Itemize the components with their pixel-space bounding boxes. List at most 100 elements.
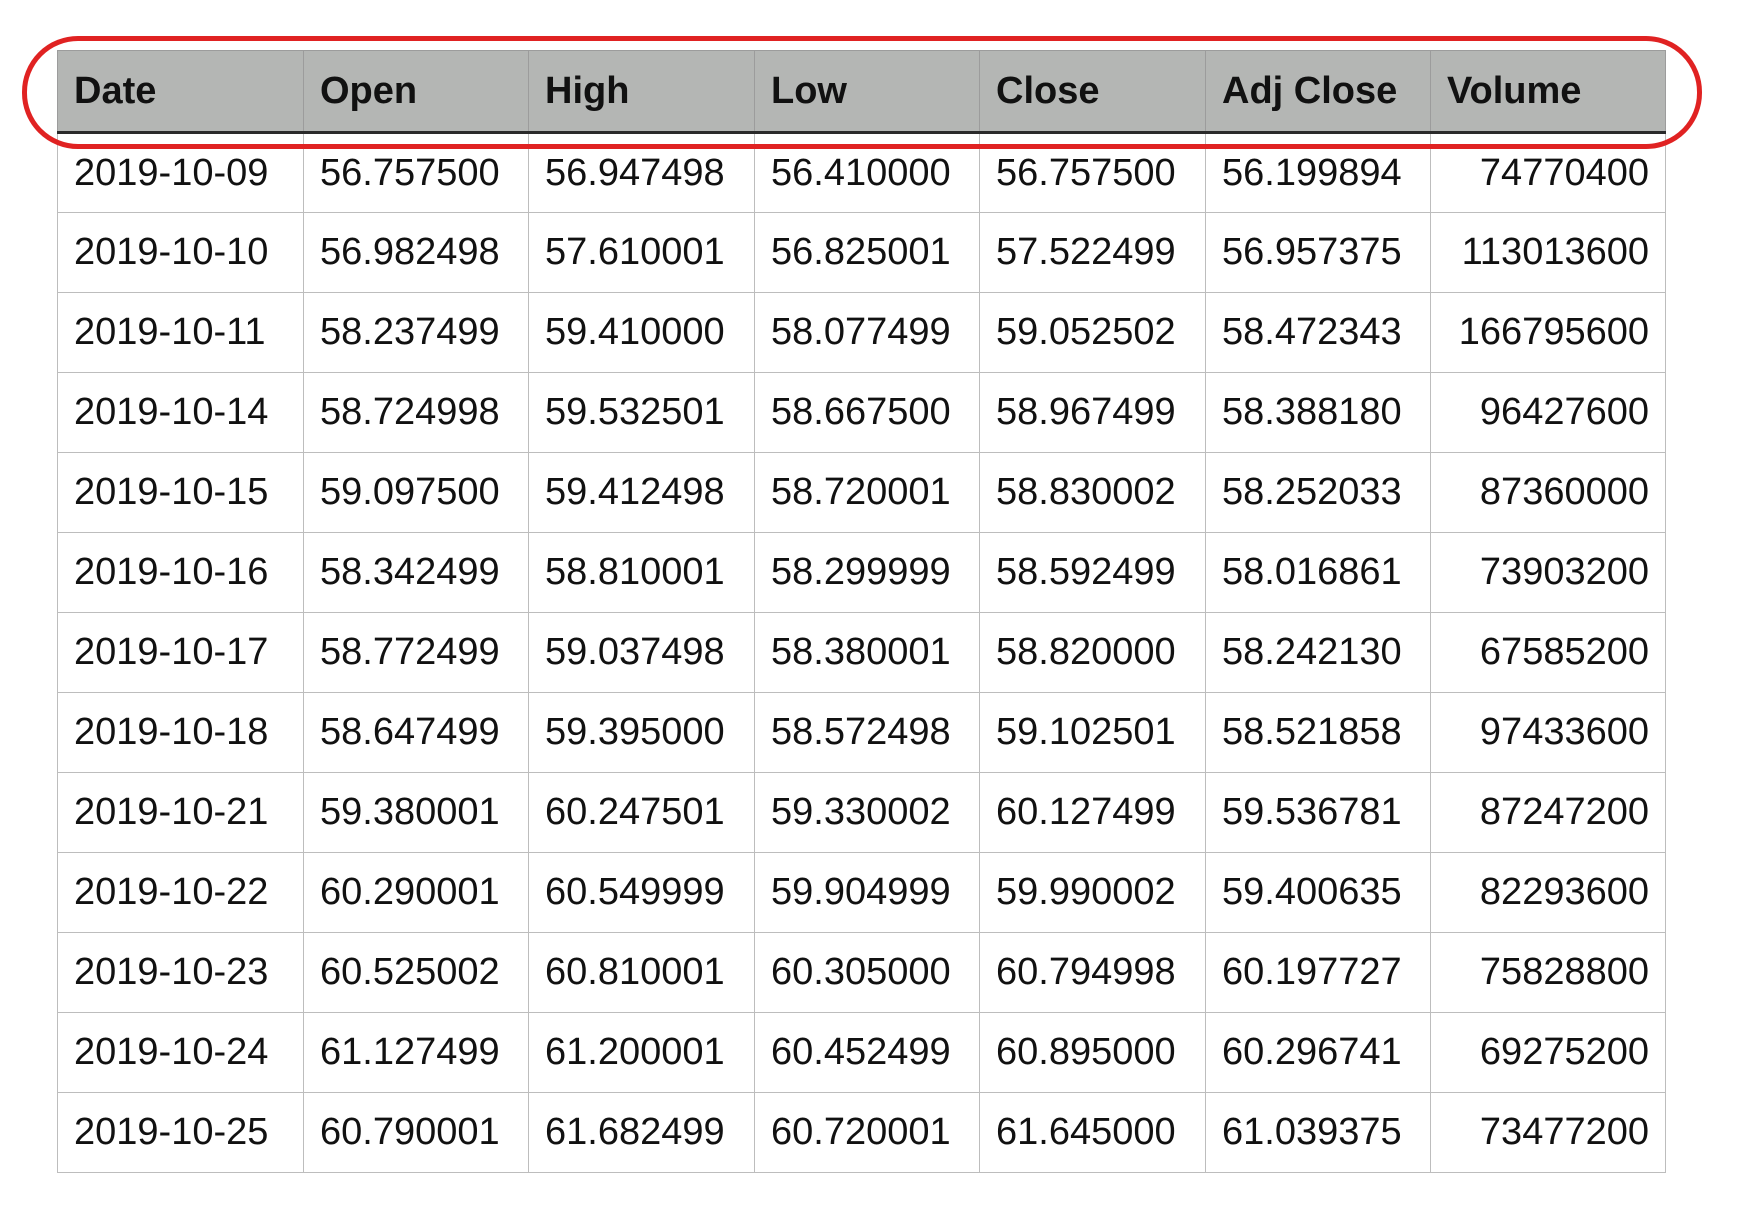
cell-high: 57.610001 <box>528 212 755 293</box>
cell-low: 56.825001 <box>754 212 980 293</box>
cell-volume: 73903200 <box>1430 532 1666 613</box>
table-row: 2019-10-17 58.772499 59.037498 58.380001 58.… <box>57 612 1666 693</box>
column-header-adj-close: Adj Close <box>1205 50 1431 134</box>
cell-close: 58.592499 <box>979 532 1206 613</box>
cell-adj-close: 59.400635 <box>1205 852 1431 933</box>
cell-high: 59.037498 <box>528 612 755 693</box>
cell-close: 58.830002 <box>979 452 1206 533</box>
table-row: 2019-10-25 60.790001 61.682499 60.720001 61.… <box>57 1092 1666 1173</box>
column-header-low: Low <box>754 50 980 134</box>
column-header-volume: Volume <box>1430 50 1666 134</box>
cell-date: 2019-10-17 <box>57 612 304 693</box>
cell-low: 58.077499 <box>754 292 980 373</box>
cell-low: 58.667500 <box>754 372 980 453</box>
cell-open: 60.790001 <box>303 1092 529 1173</box>
column-header-open: Open <box>303 50 529 134</box>
cell-volume: 96427600 <box>1430 372 1666 453</box>
cell-adj-close: 58.252033 <box>1205 452 1431 533</box>
cell-volume: 166795600 <box>1430 292 1666 373</box>
table-row: 2019-10-10 56.982498 57.610001 56.825001 57.… <box>57 212 1666 293</box>
cell-close: 61.645000 <box>979 1092 1206 1173</box>
cell-low: 58.299999 <box>754 532 980 613</box>
cell-adj-close: 56.957375 <box>1205 212 1431 293</box>
cell-date: 2019-10-21 <box>57 772 304 853</box>
cell-open: 58.647499 <box>303 692 529 773</box>
cell-date: 2019-10-14 <box>57 372 304 453</box>
cell-close: 60.794998 <box>979 932 1206 1013</box>
cell-adj-close: 60.296741 <box>1205 1012 1431 1093</box>
cell-date: 2019-10-15 <box>57 452 304 533</box>
cell-high: 61.200001 <box>528 1012 755 1093</box>
cell-close: 60.895000 <box>979 1012 1206 1093</box>
cell-low: 60.305000 <box>754 932 980 1013</box>
table-body: 2019-10-09 56.757500 56.947498 56.410000 56.… <box>57 132 1666 1173</box>
cell-high: 61.682499 <box>528 1092 755 1173</box>
cell-open: 60.290001 <box>303 852 529 933</box>
table-row: 2019-10-22 60.290001 60.549999 59.904999 59.… <box>57 852 1666 933</box>
cell-low: 60.720001 <box>754 1092 980 1173</box>
cell-date: 2019-10-18 <box>57 692 304 773</box>
cell-adj-close: 58.242130 <box>1205 612 1431 693</box>
cell-close: 60.127499 <box>979 772 1206 853</box>
cell-close: 59.990002 <box>979 852 1206 933</box>
table-row: 2019-10-14 58.724998 59.532501 58.667500 58.… <box>57 372 1666 453</box>
cell-date: 2019-10-10 <box>57 212 304 293</box>
cell-low: 59.904999 <box>754 852 980 933</box>
cell-open: 58.342499 <box>303 532 529 613</box>
cell-adj-close: 60.197727 <box>1205 932 1431 1013</box>
cell-open: 56.982498 <box>303 212 529 293</box>
cell-volume: 67585200 <box>1430 612 1666 693</box>
cell-close: 59.052502 <box>979 292 1206 373</box>
cell-volume: 73477200 <box>1430 1092 1666 1173</box>
cell-volume: 75828800 <box>1430 932 1666 1013</box>
cell-adj-close: 56.199894 <box>1205 132 1431 213</box>
cell-open: 58.724998 <box>303 372 529 453</box>
cell-volume: 87360000 <box>1430 452 1666 533</box>
column-header-date: Date <box>57 50 304 134</box>
table-row: 2019-10-24 61.127499 61.200001 60.452499 60.… <box>57 1012 1666 1093</box>
cell-date: 2019-10-24 <box>57 1012 304 1093</box>
cell-close: 59.102501 <box>979 692 1206 773</box>
cell-date: 2019-10-09 <box>57 132 304 213</box>
cell-low: 59.330002 <box>754 772 980 853</box>
cell-high: 60.810001 <box>528 932 755 1013</box>
cell-open: 58.237499 <box>303 292 529 373</box>
cell-low: 58.380001 <box>754 612 980 693</box>
cell-volume: 74770400 <box>1430 132 1666 213</box>
cell-open: 60.525002 <box>303 932 529 1013</box>
cell-low: 60.452499 <box>754 1012 980 1093</box>
cell-low: 56.410000 <box>754 132 980 213</box>
cell-open: 59.097500 <box>303 452 529 533</box>
table-row: 2019-10-15 59.097500 59.412498 58.720001 58.… <box>57 452 1666 533</box>
cell-volume: 82293600 <box>1430 852 1666 933</box>
column-header-high: High <box>528 50 755 134</box>
stock-data-table: Date Open High Low Close Adj Close Volum… <box>57 50 1666 1173</box>
cell-close: 58.967499 <box>979 372 1206 453</box>
table-row: 2019-10-16 58.342499 58.810001 58.299999 58.… <box>57 532 1666 613</box>
cell-high: 59.412498 <box>528 452 755 533</box>
cell-high: 59.395000 <box>528 692 755 773</box>
cell-date: 2019-10-22 <box>57 852 304 933</box>
cell-date: 2019-10-11 <box>57 292 304 373</box>
cell-adj-close: 58.472343 <box>1205 292 1431 373</box>
cell-open: 59.380001 <box>303 772 529 853</box>
cell-date: 2019-10-25 <box>57 1092 304 1173</box>
cell-low: 58.720001 <box>754 452 980 533</box>
cell-volume: 87247200 <box>1430 772 1666 853</box>
cell-volume: 97433600 <box>1430 692 1666 773</box>
cell-high: 59.410000 <box>528 292 755 373</box>
cell-adj-close: 58.388180 <box>1205 372 1431 453</box>
table-row: 2019-10-21 59.380001 60.247501 59.330002 60.… <box>57 772 1666 853</box>
table-row: 2019-10-18 58.647499 59.395000 58.572498 59.… <box>57 692 1666 773</box>
cell-high: 60.549999 <box>528 852 755 933</box>
column-header-close: Close <box>979 50 1206 134</box>
table-row: 2019-10-11 58.237499 59.410000 58.077499 59.… <box>57 292 1666 373</box>
cell-open: 58.772499 <box>303 612 529 693</box>
cell-date: 2019-10-23 <box>57 932 304 1013</box>
table-row: 2019-10-09 56.757500 56.947498 56.410000 56.… <box>57 132 1666 213</box>
cell-open: 61.127499 <box>303 1012 529 1093</box>
table-row: 2019-10-23 60.525002 60.810001 60.305000 60.… <box>57 932 1666 1013</box>
cell-close: 56.757500 <box>979 132 1206 213</box>
cell-close: 58.820000 <box>979 612 1206 693</box>
cell-adj-close: 58.521858 <box>1205 692 1431 773</box>
